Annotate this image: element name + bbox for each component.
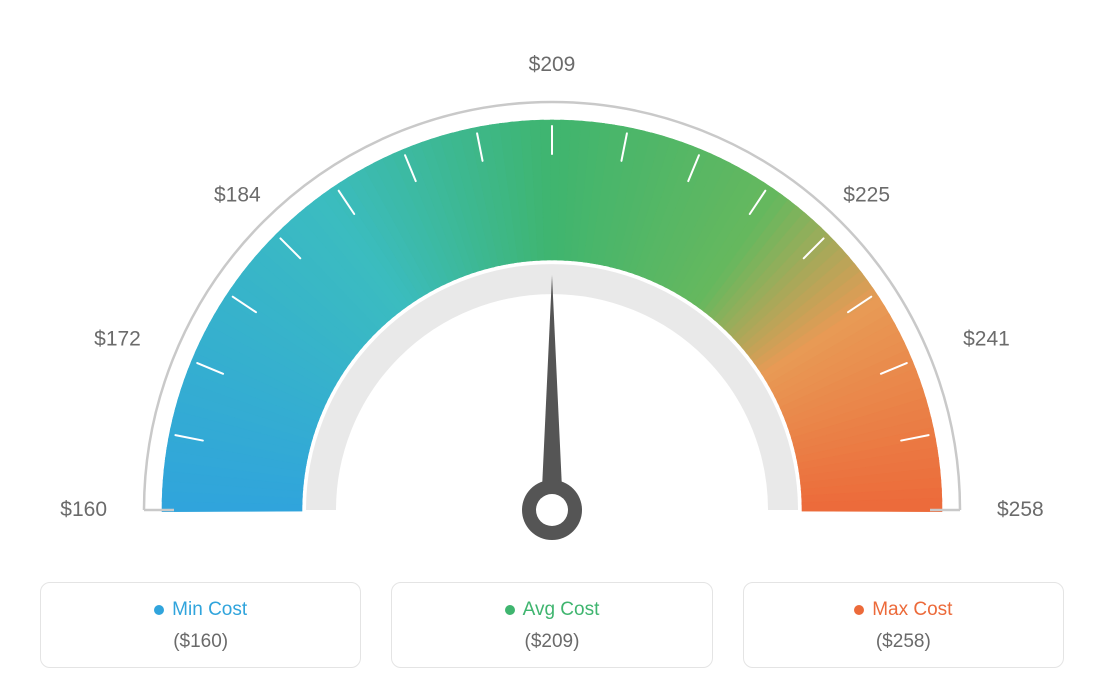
legend-dot-avg xyxy=(505,605,515,615)
gauge-area: $160 $172 $184 $209 $225 $241 $258 xyxy=(0,0,1104,570)
legend-title-row: Avg Cost xyxy=(505,599,600,621)
legend-title-max: Max Cost xyxy=(872,599,952,621)
gauge-tick-label: $241 xyxy=(963,328,1010,351)
gauge-svg: $160 $172 $184 $209 $225 $241 $258 xyxy=(0,0,1104,570)
gauge-tick-label: $225 xyxy=(843,183,890,206)
gauge-tick-label: $209 xyxy=(529,53,576,76)
legend-title-min: Min Cost xyxy=(172,599,247,621)
legend-card-avg: Avg Cost ($209) xyxy=(391,582,712,668)
gauge-tick-label: $172 xyxy=(94,328,141,351)
legend-card-min: Min Cost ($160) xyxy=(40,582,361,668)
legend-title-row: Max Cost xyxy=(854,599,952,621)
legend-title-row: Min Cost xyxy=(154,599,247,621)
legend-card-max: Max Cost ($258) xyxy=(743,582,1064,668)
legend-value-min: ($160) xyxy=(173,631,228,653)
legend-row: Min Cost ($160) Avg Cost ($209) Max Cost… xyxy=(40,582,1064,668)
legend-dot-min xyxy=(154,605,164,615)
gauge-needle xyxy=(522,275,582,540)
legend-value-max: ($258) xyxy=(876,631,931,653)
legend-value-avg: ($209) xyxy=(525,631,580,653)
gauge-cost-chart: $160 $172 $184 $209 $225 $241 $258 Min Cost ($… xyxy=(0,0,1104,690)
gauge-tick-label: $258 xyxy=(997,498,1044,521)
legend-dot-max xyxy=(854,605,864,615)
gauge-tick-label: $160 xyxy=(60,498,107,521)
gauge-tick-label: $184 xyxy=(214,183,261,206)
legend-title-avg: Avg Cost xyxy=(523,599,600,621)
